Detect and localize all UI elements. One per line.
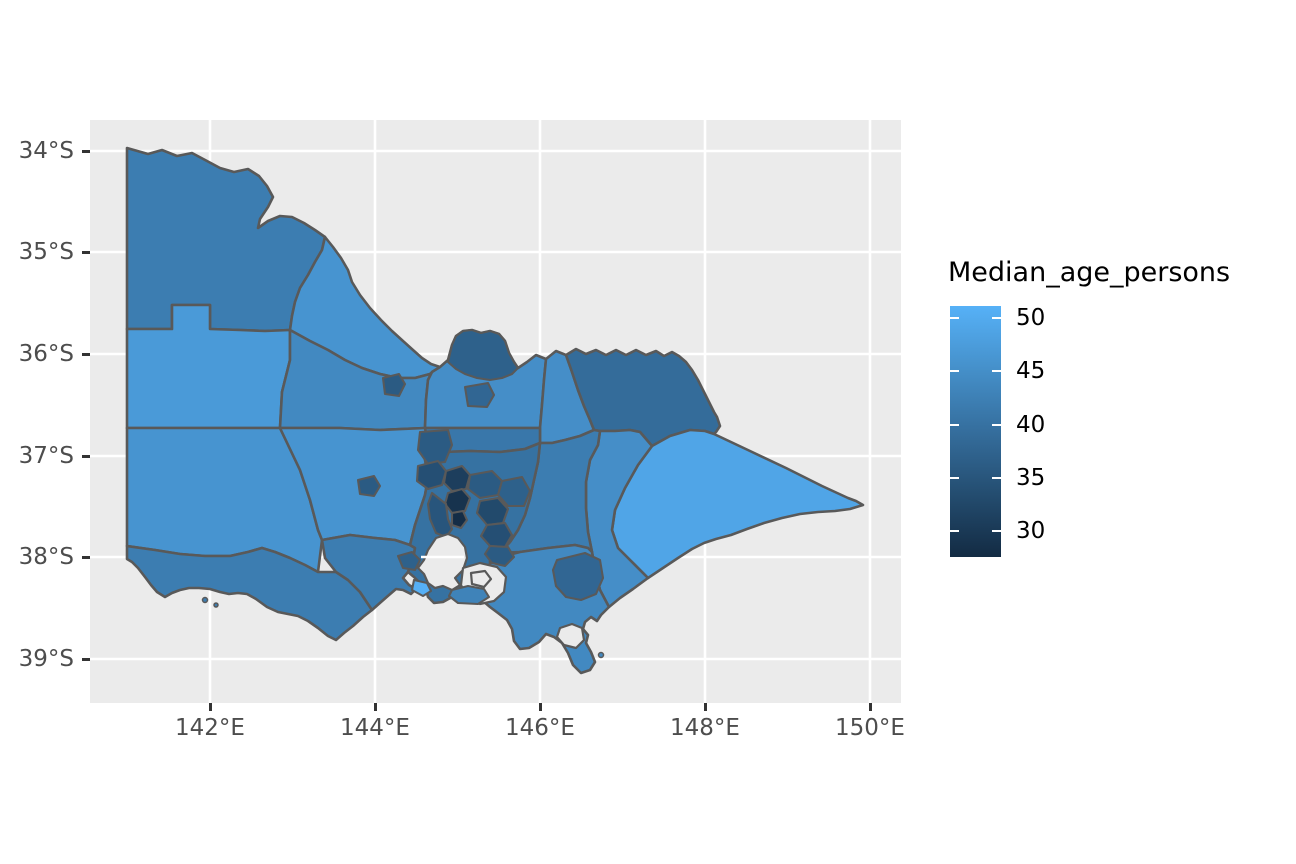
y-axis-tick xyxy=(82,352,90,356)
legend-colorbar-tick xyxy=(950,423,959,426)
x-axis-tick xyxy=(703,703,707,711)
x-axis-tick-label: 142°E xyxy=(175,715,245,741)
map-panel xyxy=(90,120,901,703)
region-melbourne-east xyxy=(466,469,504,500)
water-french-island xyxy=(469,569,493,589)
island-islet-west-1 xyxy=(201,596,209,604)
x-axis-tick-label: 144°E xyxy=(340,715,410,741)
legend-colorbar-tick xyxy=(950,476,959,479)
region-warrnambool-south-west xyxy=(125,544,374,642)
legend-colorbar-tick xyxy=(992,316,1001,319)
legend-colorbar-tick xyxy=(992,476,1001,479)
legend-tick-label: 45 xyxy=(1016,358,1046,385)
x-axis-tick-label: 148°E xyxy=(670,715,740,741)
map-svg xyxy=(90,120,901,703)
y-axis-tick xyxy=(82,149,90,153)
x-axis-tick xyxy=(538,703,542,711)
region-melbourne-inner-city xyxy=(450,509,469,530)
y-axis-tick xyxy=(82,454,90,458)
region-macedon-ranges xyxy=(416,428,454,466)
x-axis-tick-label: 150°E xyxy=(835,715,905,741)
water-corner-inlet xyxy=(555,622,586,650)
y-axis-tick-label: 35°S xyxy=(18,239,74,265)
region-latrobe-valley xyxy=(551,551,605,602)
x-axis-tick xyxy=(868,703,872,711)
region-melbourne-inner-north xyxy=(443,487,472,515)
x-axis-tick xyxy=(208,703,212,711)
x-axis-tick-label: 146°E xyxy=(505,715,575,741)
island-islet-prom xyxy=(597,651,605,659)
legend-tick-label: 50 xyxy=(1016,304,1046,331)
y-axis-tick-label: 37°S xyxy=(18,443,74,469)
legend-colorbar-tick xyxy=(950,530,959,533)
y-axis-tick-label: 38°S xyxy=(18,544,74,570)
legend-colorbar xyxy=(950,306,1001,557)
legend-title: Median_age_persons xyxy=(948,257,1231,288)
y-axis-tick xyxy=(82,250,90,254)
island-islet-west-2 xyxy=(213,602,219,608)
y-axis-tick xyxy=(82,657,90,661)
region-melbourne-outer-east xyxy=(496,475,532,508)
legend-colorbar-tick xyxy=(950,316,959,319)
region-phillip-island-bass xyxy=(447,584,491,606)
legend-colorbar-tick xyxy=(992,423,1001,426)
legend-tick-label: 35 xyxy=(1016,464,1046,491)
region-ballarat-city xyxy=(356,474,382,498)
region-casey-cardinia xyxy=(483,544,516,568)
x-axis-tick xyxy=(373,703,377,711)
region-melbourne-sunbury-melton xyxy=(415,459,448,491)
region-moira-border-towns xyxy=(446,328,520,382)
legend-colorbar-tick xyxy=(992,530,1001,533)
legend-colorbar-tick xyxy=(992,370,1001,373)
y-axis-tick-label: 36°S xyxy=(18,341,74,367)
y-axis-tick-label: 39°S xyxy=(18,646,74,672)
region-queenscliffe xyxy=(410,578,433,598)
region-geelong-city xyxy=(396,550,422,572)
region-bendigo-city xyxy=(381,372,407,398)
region-shepparton-city xyxy=(463,381,496,409)
legend-tick-label: 40 xyxy=(1016,411,1046,438)
legend-colorbar-tick xyxy=(950,370,959,373)
legend-tick-label: 30 xyxy=(1016,518,1046,545)
y-axis-tick-label: 34°S xyxy=(18,138,74,164)
region-melbourne-north xyxy=(442,464,472,493)
y-axis-tick xyxy=(82,555,90,559)
